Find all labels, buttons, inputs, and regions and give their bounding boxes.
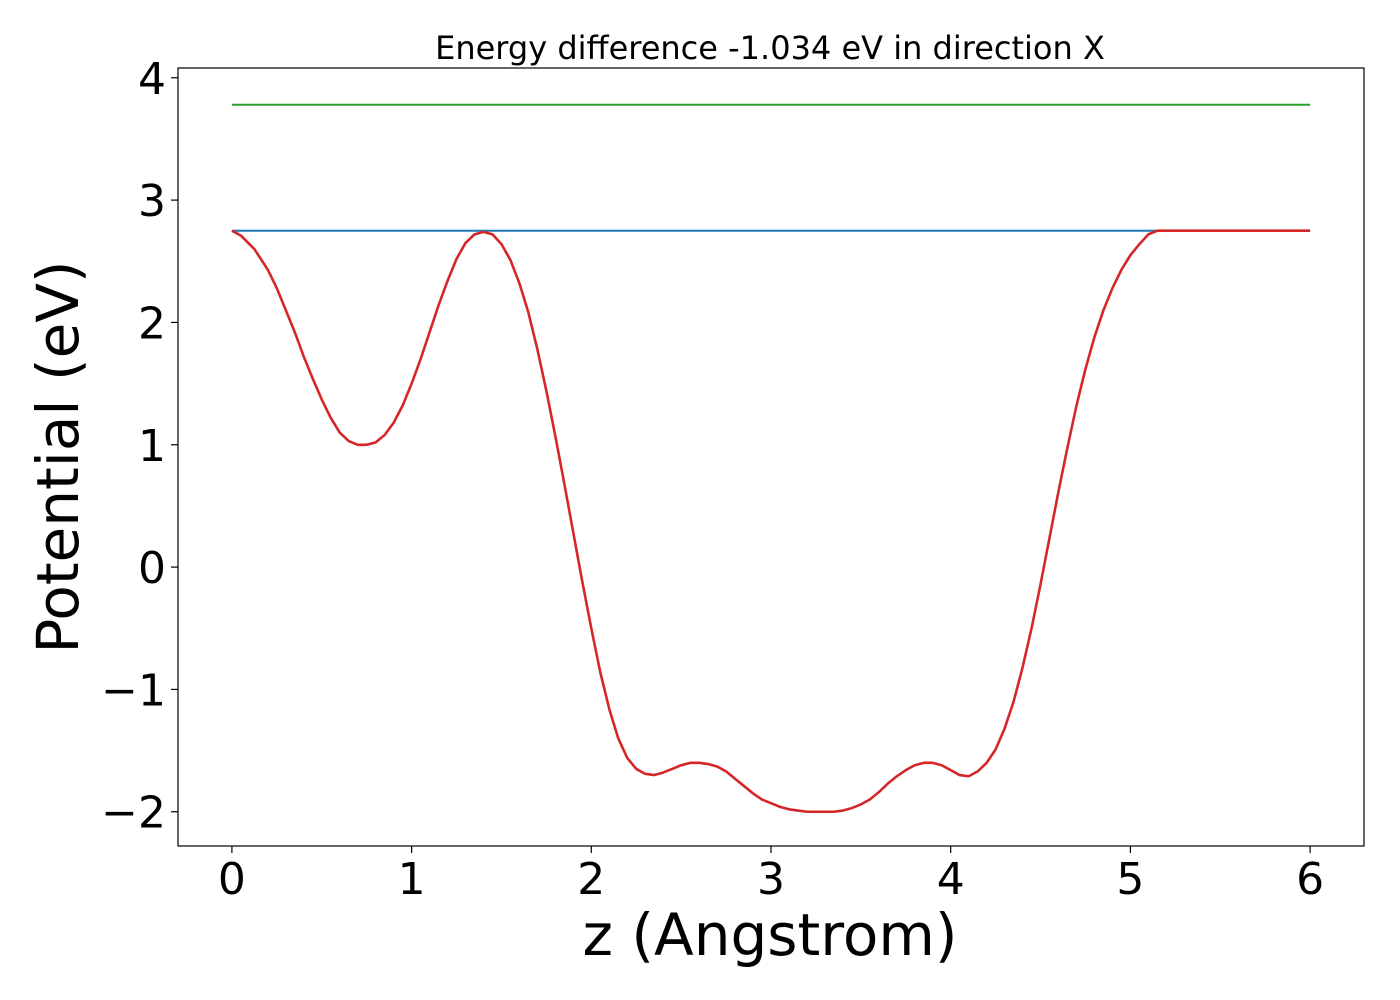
chart-title: Energy difference -1.034 eV in direction… xyxy=(435,29,1105,67)
y-tick-label: 3 xyxy=(138,176,166,227)
y-axis-label: Potential (eV) xyxy=(24,260,92,653)
axes-frame xyxy=(177,67,1365,847)
x-axis-ticks: 0 1 2 3 4 5 6 xyxy=(218,846,1324,905)
x-tick-label: 6 xyxy=(1296,854,1324,905)
plot-area xyxy=(177,67,1365,847)
y-axis-ticks: −2 −1 0 1 2 3 4 xyxy=(101,54,178,839)
x-tick-label: 4 xyxy=(937,854,965,905)
x-tick-label: 3 xyxy=(757,854,785,905)
y-tick-label: −2 xyxy=(101,788,166,839)
y-tick-label: −1 xyxy=(101,665,166,716)
x-tick-label: 1 xyxy=(398,854,426,905)
y-tick-label: 4 xyxy=(138,54,166,105)
x-tick-label: 5 xyxy=(1116,854,1144,905)
y-tick-label: 0 xyxy=(138,543,166,594)
x-tick-label: 2 xyxy=(577,854,605,905)
series-layer xyxy=(231,103,1311,814)
x-axis-label: z (Angstrom) xyxy=(583,901,958,969)
y-tick-label: 1 xyxy=(138,421,166,472)
x-tick-label: 0 xyxy=(218,854,246,905)
y-tick-label: 2 xyxy=(138,298,166,349)
series-line-3 xyxy=(231,229,1311,814)
